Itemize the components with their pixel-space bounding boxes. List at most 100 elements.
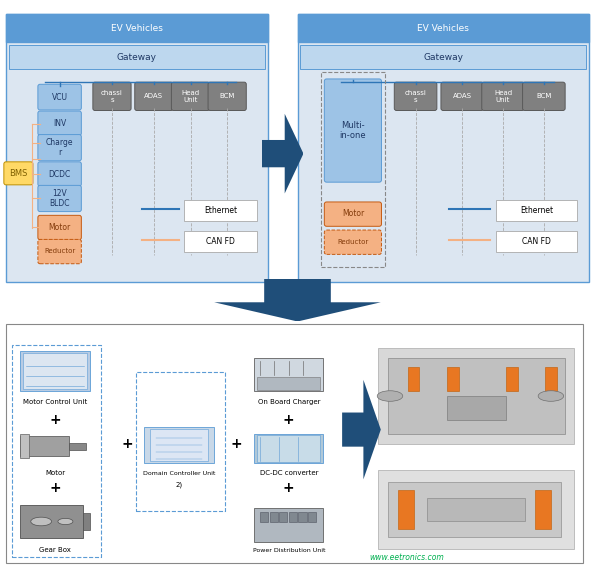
Bar	[20, 436, 69, 456]
Text: Gateway: Gateway	[423, 52, 464, 61]
Polygon shape	[262, 114, 303, 193]
Bar	[308, 512, 316, 522]
Text: Motor Control Unit: Motor Control Unit	[23, 399, 87, 405]
FancyBboxPatch shape	[4, 162, 33, 185]
Text: CAN FD: CAN FD	[206, 237, 235, 246]
Bar	[6, 14, 268, 42]
Text: BCM: BCM	[536, 93, 552, 100]
Text: 2): 2)	[176, 481, 183, 488]
Bar	[427, 498, 525, 521]
Bar	[260, 512, 268, 522]
Bar	[398, 490, 414, 529]
Bar	[145, 427, 214, 463]
FancyBboxPatch shape	[324, 79, 381, 182]
FancyBboxPatch shape	[394, 82, 437, 110]
FancyBboxPatch shape	[38, 162, 82, 186]
Bar	[298, 14, 589, 42]
Text: BMS: BMS	[9, 169, 27, 178]
Text: Head
Unit: Head Unit	[181, 90, 199, 103]
Text: ADAS: ADAS	[145, 93, 164, 100]
Text: On Board Charger: On Board Charger	[258, 399, 320, 405]
Text: INV: INV	[53, 119, 66, 127]
Bar	[321, 72, 385, 267]
Text: chassi
s: chassi s	[101, 90, 123, 103]
Bar	[20, 505, 83, 538]
Text: +: +	[283, 413, 295, 427]
Bar	[254, 358, 324, 391]
FancyBboxPatch shape	[171, 82, 209, 110]
Text: +: +	[49, 413, 61, 427]
Bar	[257, 377, 321, 390]
Text: Power Distribution Unit: Power Distribution Unit	[252, 548, 325, 552]
Bar	[184, 200, 257, 221]
Text: Motor: Motor	[45, 470, 65, 476]
Bar	[254, 508, 324, 542]
FancyBboxPatch shape	[38, 240, 82, 264]
Text: BCM: BCM	[220, 93, 235, 100]
Bar	[447, 368, 459, 391]
FancyBboxPatch shape	[482, 82, 524, 110]
Bar	[254, 434, 324, 463]
Text: +: +	[121, 437, 133, 451]
Circle shape	[377, 391, 403, 401]
FancyBboxPatch shape	[93, 82, 131, 110]
Text: CAN FD: CAN FD	[522, 237, 551, 246]
Bar	[388, 482, 560, 537]
Bar	[270, 512, 278, 522]
FancyBboxPatch shape	[522, 82, 565, 110]
Text: DCDC: DCDC	[49, 170, 71, 179]
FancyBboxPatch shape	[441, 82, 484, 110]
Text: VCU: VCU	[52, 93, 68, 102]
FancyBboxPatch shape	[38, 215, 82, 240]
Bar	[184, 231, 257, 252]
Bar	[69, 443, 86, 450]
Bar	[20, 435, 29, 458]
Polygon shape	[214, 279, 381, 321]
FancyBboxPatch shape	[324, 230, 381, 254]
Bar	[378, 470, 574, 549]
Text: Head
Unit: Head Unit	[494, 90, 512, 103]
Text: +: +	[49, 481, 61, 495]
Bar	[23, 353, 87, 389]
Text: Motor: Motor	[49, 223, 71, 232]
Text: Multi-
in-one: Multi- in-one	[340, 121, 366, 140]
Bar	[378, 348, 574, 444]
Circle shape	[31, 517, 52, 526]
FancyBboxPatch shape	[134, 82, 173, 110]
Text: 12V
BLDC: 12V BLDC	[49, 189, 70, 208]
Bar	[535, 490, 551, 529]
Bar	[136, 372, 226, 511]
Text: Ethernet: Ethernet	[520, 207, 553, 215]
Text: +: +	[231, 437, 243, 451]
Bar	[447, 396, 506, 420]
Bar	[20, 351, 90, 391]
Text: EV Vehicles: EV Vehicles	[111, 24, 163, 33]
Text: Charge
r: Charge r	[46, 138, 73, 158]
Text: Gear Box: Gear Box	[39, 547, 71, 553]
FancyBboxPatch shape	[208, 82, 246, 110]
Bar	[289, 512, 297, 522]
FancyBboxPatch shape	[324, 202, 381, 226]
Circle shape	[538, 391, 563, 401]
Text: www.eetronics.com: www.eetronics.com	[369, 553, 444, 562]
FancyBboxPatch shape	[38, 111, 82, 135]
FancyBboxPatch shape	[38, 185, 82, 212]
Text: ADAS: ADAS	[453, 93, 472, 100]
Text: Reductor: Reductor	[44, 249, 75, 254]
Text: Domain Controller Unit: Domain Controller Unit	[143, 471, 215, 476]
Bar	[496, 200, 577, 221]
Text: Motor: Motor	[342, 209, 364, 218]
Bar	[506, 368, 518, 391]
Bar	[279, 512, 287, 522]
Bar	[388, 358, 565, 434]
Bar	[8, 45, 265, 69]
FancyBboxPatch shape	[38, 84, 82, 110]
Bar	[83, 513, 90, 530]
Text: Reductor: Reductor	[337, 239, 368, 245]
Polygon shape	[342, 380, 381, 479]
Text: +: +	[283, 481, 295, 495]
Bar	[257, 435, 321, 462]
Text: Ethernet: Ethernet	[204, 207, 237, 215]
Text: Gateway: Gateway	[117, 52, 157, 61]
Bar	[12, 345, 101, 558]
